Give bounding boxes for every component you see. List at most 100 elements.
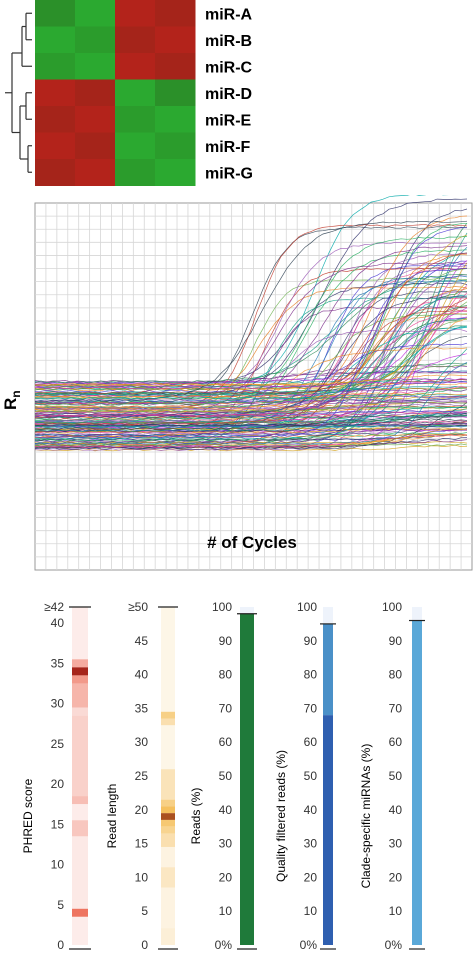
metric-axis-label: Quality filtered reads (%)	[274, 750, 288, 882]
amplification-curve	[34, 414, 468, 432]
heatmap-band	[72, 607, 88, 660]
amplification-curve	[34, 428, 468, 445]
heatmap-band	[72, 675, 88, 684]
amplification-curve	[34, 399, 468, 406]
metric-axis-label: PHRED score	[21, 778, 35, 853]
heatmap-row-label: miR-E	[205, 112, 252, 129]
amplification-curve	[34, 424, 468, 432]
metric-tick-label: 0%	[300, 938, 318, 952]
heatmap-band	[161, 887, 175, 929]
heatmap-cell	[155, 132, 196, 160]
amplification-curve	[34, 326, 468, 440]
metric-column: PHRED score ≥42 40 35 30 25 20 15 10 5 0	[21, 600, 91, 952]
metric-column: Reads (%) 100 90 80 70 60 50 40 30 20 10 0%	[189, 600, 257, 952]
amplification-curve	[34, 220, 468, 402]
y-axis-label: Rn	[1, 390, 23, 410]
amplification-curve	[34, 378, 468, 390]
metric-axis-label: Read length	[105, 784, 119, 849]
metric-tick-label: 10	[135, 870, 149, 884]
metric-tick-label: 60	[304, 735, 318, 749]
metric-tick-label: 40	[304, 803, 318, 817]
amplification-curve	[34, 374, 467, 387]
bar-segment	[323, 623, 333, 716]
metric-tick-label: 0	[57, 938, 64, 952]
amplification-curve	[34, 329, 468, 423]
amplification-curve	[34, 392, 468, 410]
x-axis-label: # of Cycles	[207, 533, 297, 552]
metric-tick-label: 50	[389, 769, 403, 783]
heatmap-cell	[75, 106, 116, 133]
heatmap-band	[72, 804, 88, 821]
amplification-curve	[34, 236, 468, 406]
heatmap-band	[161, 846, 175, 868]
amplification-curve	[34, 381, 467, 390]
heatmap-row-label: miR-D	[205, 86, 252, 103]
metric-tick-label: 70	[304, 701, 318, 715]
metric-tick-label: 0%	[385, 938, 403, 952]
metric-tick-label: 80	[219, 668, 233, 682]
metric-tick-label: 30	[51, 697, 65, 711]
bar-segment	[412, 620, 422, 945]
metric-tick-label: 25	[51, 737, 65, 751]
amplification-curve	[34, 291, 468, 395]
metric-tick-label: 100	[297, 600, 317, 614]
metric-tick-label: 20	[304, 870, 318, 884]
heatmap-band	[161, 725, 175, 770]
amplification-curve	[34, 223, 467, 404]
heatmap-cell	[115, 0, 156, 27]
heatmap-cell	[115, 26, 156, 54]
heatmap-cell	[155, 79, 196, 107]
amplification-curve	[34, 361, 468, 445]
metric-tick-label: 40	[389, 803, 403, 817]
amplification-plot: # of Cycles Rn	[1, 195, 473, 571]
heatmap-band	[72, 707, 88, 716]
amplification-curve	[34, 443, 468, 447]
metric-axis-label: Reads (%)	[189, 788, 203, 845]
heatmap-row-label: miR-F	[205, 139, 251, 156]
metric-tick-label: 45	[135, 634, 149, 648]
metric-tick-label: 70	[219, 701, 233, 715]
metric-tick-label: 50	[304, 769, 318, 783]
heatmap-row-labels: miR-A miR-B miR-C miR-D miR-E miR-F miR-G	[205, 6, 253, 182]
amplification-curve	[34, 401, 468, 413]
metric-tick-label: 60	[389, 735, 403, 749]
amplification-curve	[35, 378, 468, 385]
heatmap-row-label: miR-C	[205, 59, 253, 76]
heatmap-cell	[115, 132, 156, 160]
heatmap-cell	[35, 159, 76, 186]
heatmap-cell	[115, 79, 156, 107]
amplification-curve	[34, 418, 468, 430]
bar-segment	[240, 613, 254, 945]
amplification-curve	[34, 274, 468, 384]
heatmap-band	[161, 833, 175, 847]
heatmap-band	[72, 820, 88, 837]
amplification-curve	[35, 295, 468, 400]
heatmap-row-label: miR-G	[205, 165, 253, 182]
metric-tick-label: 40	[51, 616, 65, 630]
mirna-heatmap: miR-A miR-B miR-C miR-D miR-E miR-F miR-G	[5, 0, 253, 186]
amplification-curve	[34, 261, 468, 418]
heatmap-band	[161, 806, 175, 814]
metric-tick-label: 80	[389, 668, 403, 682]
metric-tick-label: 5	[141, 904, 148, 918]
heatmap-band	[161, 718, 175, 726]
heatmap-cell	[75, 159, 116, 186]
dendrogram	[5, 12, 32, 173]
amplification-curve	[35, 420, 468, 425]
amplification-curve	[34, 405, 468, 411]
metric-axis-label: Clade-specific miRNAs (%)	[359, 744, 373, 889]
metric-tick-label: 10	[219, 904, 233, 918]
amplification-curve	[34, 411, 468, 417]
amplification-curve	[34, 252, 468, 426]
amplification-curve	[34, 424, 468, 428]
metric-tick-label: 30	[304, 837, 318, 851]
metric-column: Read length ≥50 45 40 35 30 25 20 15 10 5 0	[105, 600, 178, 952]
amplification-curves	[34, 195, 468, 452]
metric-tick-label: 30	[389, 837, 403, 851]
metric-tick-label: 10	[389, 904, 403, 918]
heatmap-band	[161, 813, 175, 820]
metric-tick-label: 0%	[215, 938, 233, 952]
amplification-curve	[35, 401, 468, 408]
heatmap-cells	[35, 0, 196, 186]
